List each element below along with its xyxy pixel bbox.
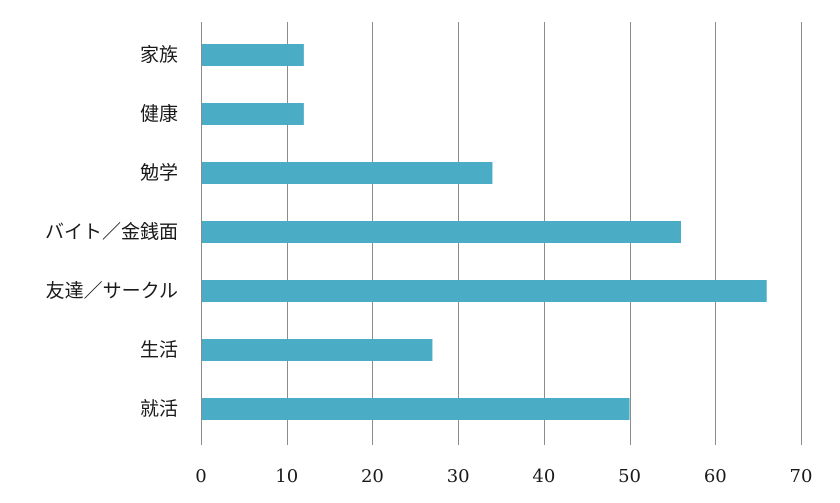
- category-label-5: 生活: [140, 339, 178, 361]
- category-label-6: 就活: [140, 398, 178, 420]
- bar-2: [201, 162, 493, 184]
- bar-4: [201, 280, 767, 302]
- x-tick-label-60: 60: [704, 466, 727, 487]
- bar-6: [201, 398, 630, 420]
- x-tick-label-40: 40: [532, 466, 555, 487]
- category-label-4: 友達／サークル: [46, 280, 178, 302]
- x-tick-label-30: 30: [447, 466, 470, 487]
- x-tick-label-50: 50: [618, 466, 641, 487]
- bar-0: [201, 44, 304, 66]
- x-tick-label-70: 70: [790, 466, 813, 487]
- category-label-2: 勉学: [140, 162, 178, 184]
- bar-1: [201, 103, 304, 125]
- x-tick-label-20: 20: [361, 466, 384, 487]
- bar-3: [201, 221, 681, 243]
- x-tick-label-10: 10: [275, 466, 298, 487]
- x-tick-label-0: 0: [195, 466, 206, 487]
- category-label-1: 健康: [140, 103, 178, 125]
- bar-layer: [201, 44, 767, 420]
- category-label-0: 家族: [140, 44, 178, 66]
- category-label-3: バイト／金銭面: [45, 221, 178, 243]
- bar-5: [201, 339, 433, 361]
